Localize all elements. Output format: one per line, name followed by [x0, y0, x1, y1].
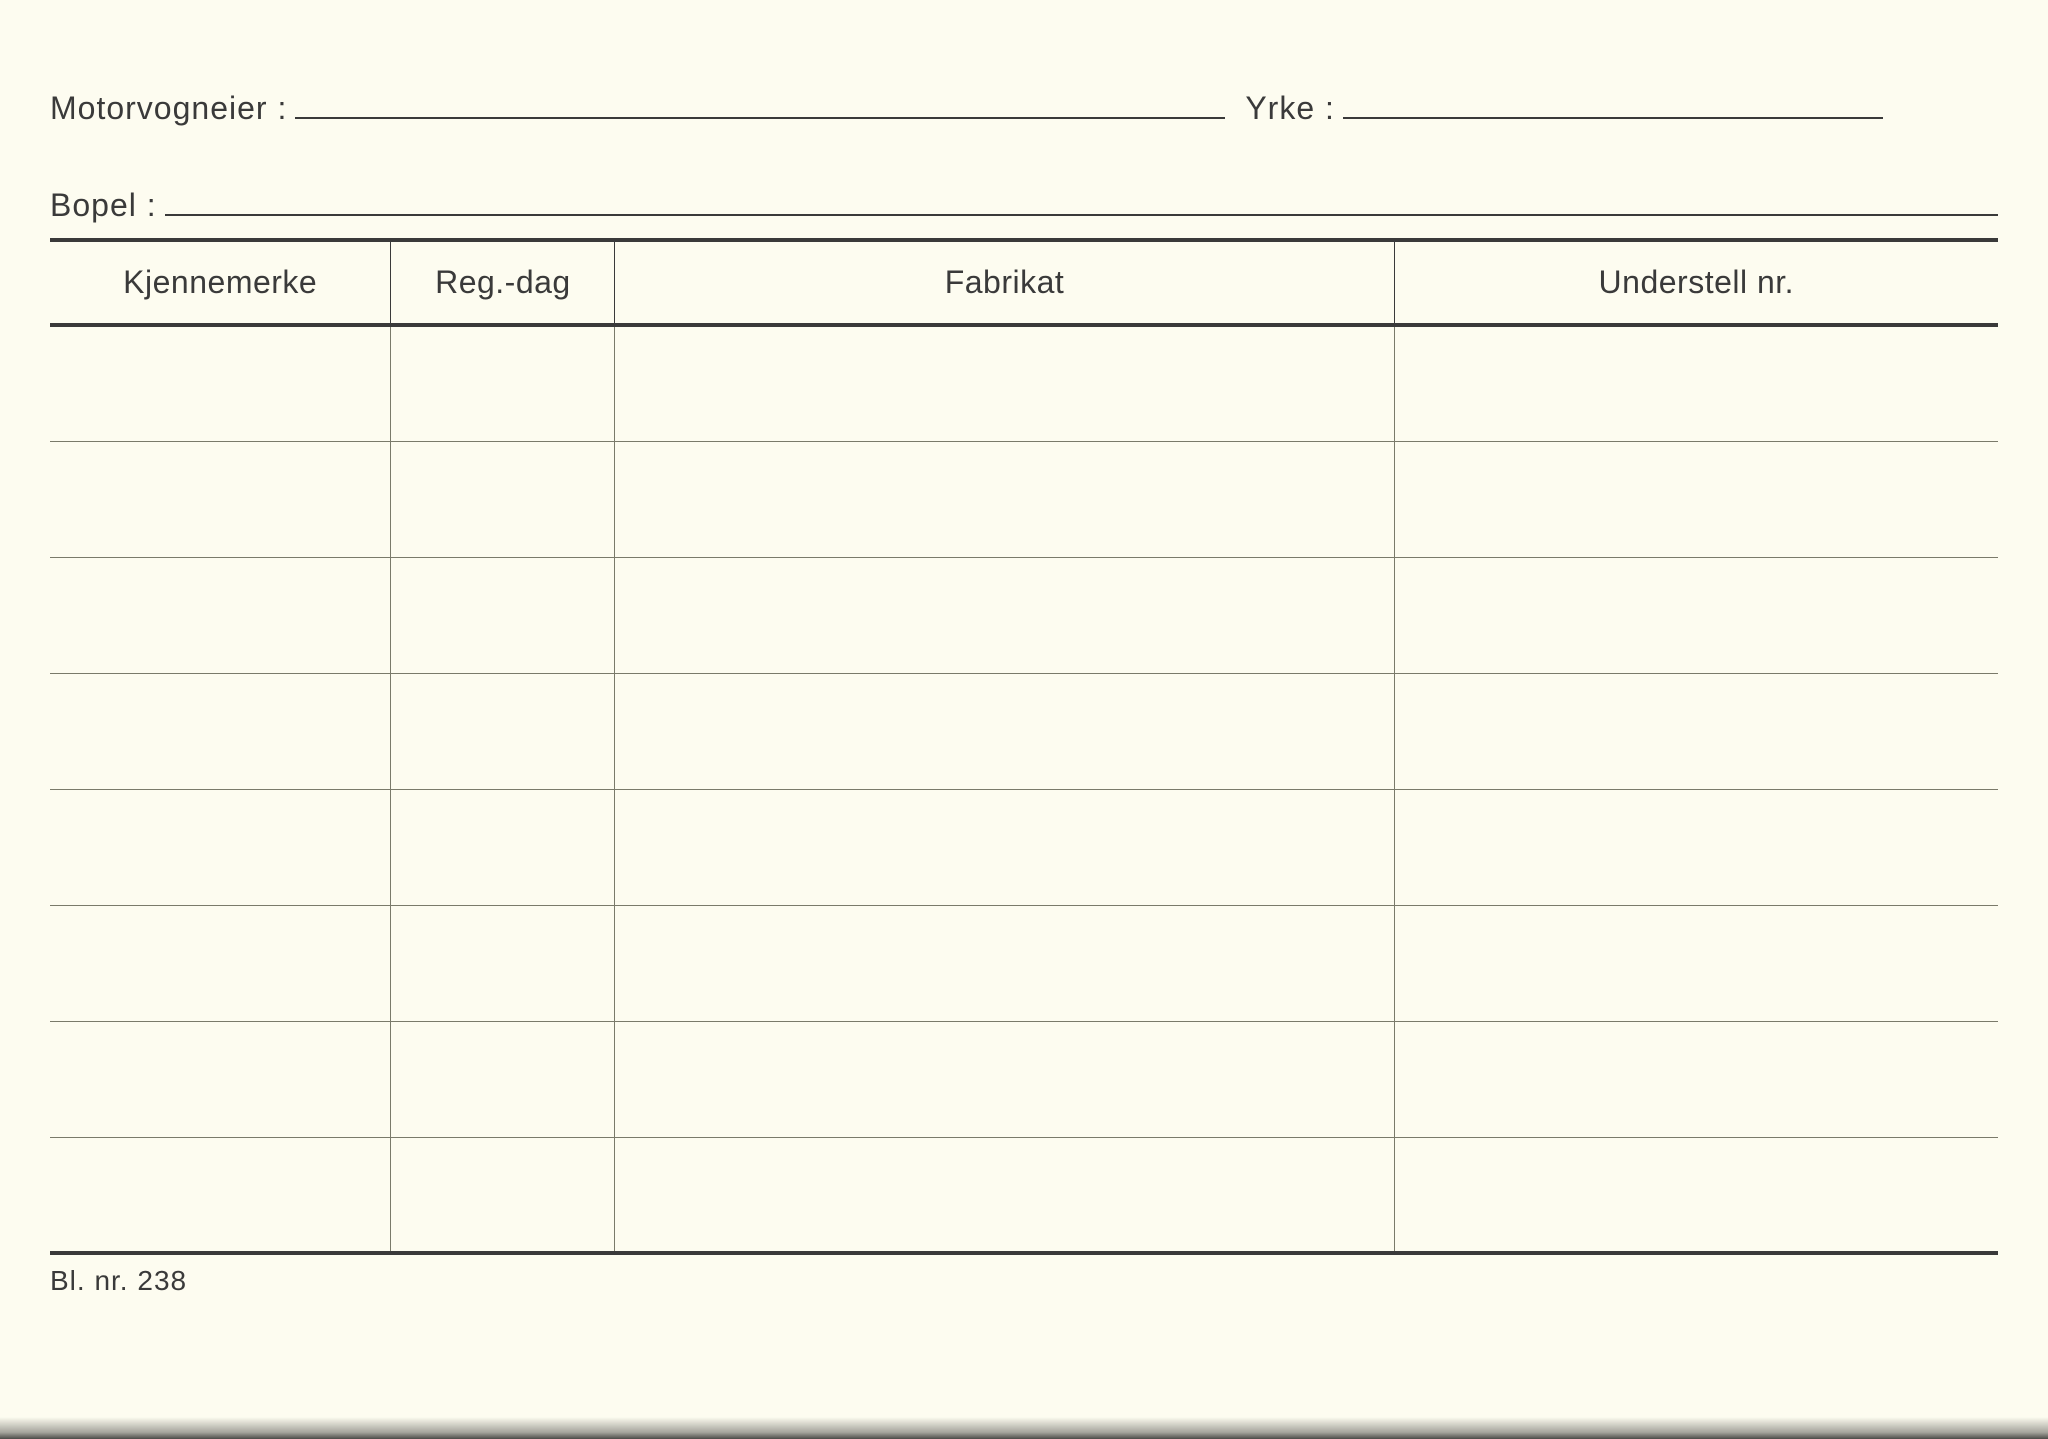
- cell-fabrikat[interactable]: [615, 905, 1394, 1021]
- table-row: [50, 441, 1998, 557]
- column-header-understell: Understell nr.: [1394, 240, 1998, 325]
- cell-understell[interactable]: [1394, 1137, 1998, 1253]
- table-row: [50, 325, 1998, 441]
- owner-field-group: Motorvogneier :: [50, 90, 1225, 127]
- cell-fabrikat[interactable]: [615, 673, 1394, 789]
- occupation-label: Yrke :: [1245, 90, 1335, 127]
- table-row: [50, 673, 1998, 789]
- owner-input-line[interactable]: [295, 91, 1225, 119]
- cell-understell[interactable]: [1394, 905, 1998, 1021]
- cell-kjennemerke[interactable]: [50, 905, 391, 1021]
- occupation-field-group: Yrke :: [1245, 90, 1883, 127]
- cell-regdag[interactable]: [391, 905, 615, 1021]
- cell-understell[interactable]: [1394, 673, 1998, 789]
- cell-kjennemerke[interactable]: [50, 441, 391, 557]
- cell-understell[interactable]: [1394, 325, 1998, 441]
- cell-fabrikat[interactable]: [615, 557, 1394, 673]
- cell-understell[interactable]: [1394, 557, 1998, 673]
- table-row: [50, 557, 1998, 673]
- cell-regdag[interactable]: [391, 557, 615, 673]
- cell-kjennemerke[interactable]: [50, 789, 391, 905]
- cell-understell[interactable]: [1394, 441, 1998, 557]
- table-row: [50, 905, 1998, 1021]
- occupation-input-line[interactable]: [1343, 91, 1883, 119]
- cell-regdag[interactable]: [391, 1021, 615, 1137]
- residence-label: Bopel :: [50, 187, 157, 224]
- column-header-fabrikat: Fabrikat: [615, 240, 1394, 325]
- cell-regdag[interactable]: [391, 325, 615, 441]
- cell-fabrikat[interactable]: [615, 789, 1394, 905]
- table-row: [50, 1137, 1998, 1253]
- table-body: [50, 325, 1998, 1253]
- owner-occupation-row: Motorvogneier : Yrke :: [50, 90, 1998, 127]
- cell-kjennemerke[interactable]: [50, 557, 391, 673]
- cell-kjennemerke[interactable]: [50, 1021, 391, 1137]
- column-header-kjennemerke: Kjennemerke: [50, 240, 391, 325]
- cell-kjennemerke[interactable]: [50, 325, 391, 441]
- owner-label: Motorvogneier :: [50, 90, 287, 127]
- column-header-regdag: Reg.-dag: [391, 240, 615, 325]
- page-bottom-shadow: [0, 1417, 2048, 1439]
- cell-fabrikat[interactable]: [615, 1137, 1394, 1253]
- residence-input-line[interactable]: [165, 188, 1998, 216]
- cell-understell[interactable]: [1394, 789, 1998, 905]
- registration-form: Motorvogneier : Yrke : Bopel : Kjennemer…: [50, 90, 1998, 1297]
- form-number: Bl. nr. 238: [50, 1265, 1998, 1297]
- cell-fabrikat[interactable]: [615, 325, 1394, 441]
- cell-regdag[interactable]: [391, 789, 615, 905]
- cell-kjennemerke[interactable]: [50, 673, 391, 789]
- cell-regdag[interactable]: [391, 441, 615, 557]
- cell-fabrikat[interactable]: [615, 1021, 1394, 1137]
- cell-regdag[interactable]: [391, 1137, 615, 1253]
- cell-kjennemerke[interactable]: [50, 1137, 391, 1253]
- residence-row: Bopel :: [50, 187, 1998, 224]
- cell-fabrikat[interactable]: [615, 441, 1394, 557]
- table-row: [50, 789, 1998, 905]
- registration-table-wrapper: Kjennemerke Reg.-dag Fabrikat Understell…: [50, 238, 1998, 1255]
- cell-regdag[interactable]: [391, 673, 615, 789]
- table-row: [50, 1021, 1998, 1137]
- cell-understell[interactable]: [1394, 1021, 1998, 1137]
- registration-table: Kjennemerke Reg.-dag Fabrikat Understell…: [50, 238, 1998, 1255]
- table-header-row: Kjennemerke Reg.-dag Fabrikat Understell…: [50, 240, 1998, 325]
